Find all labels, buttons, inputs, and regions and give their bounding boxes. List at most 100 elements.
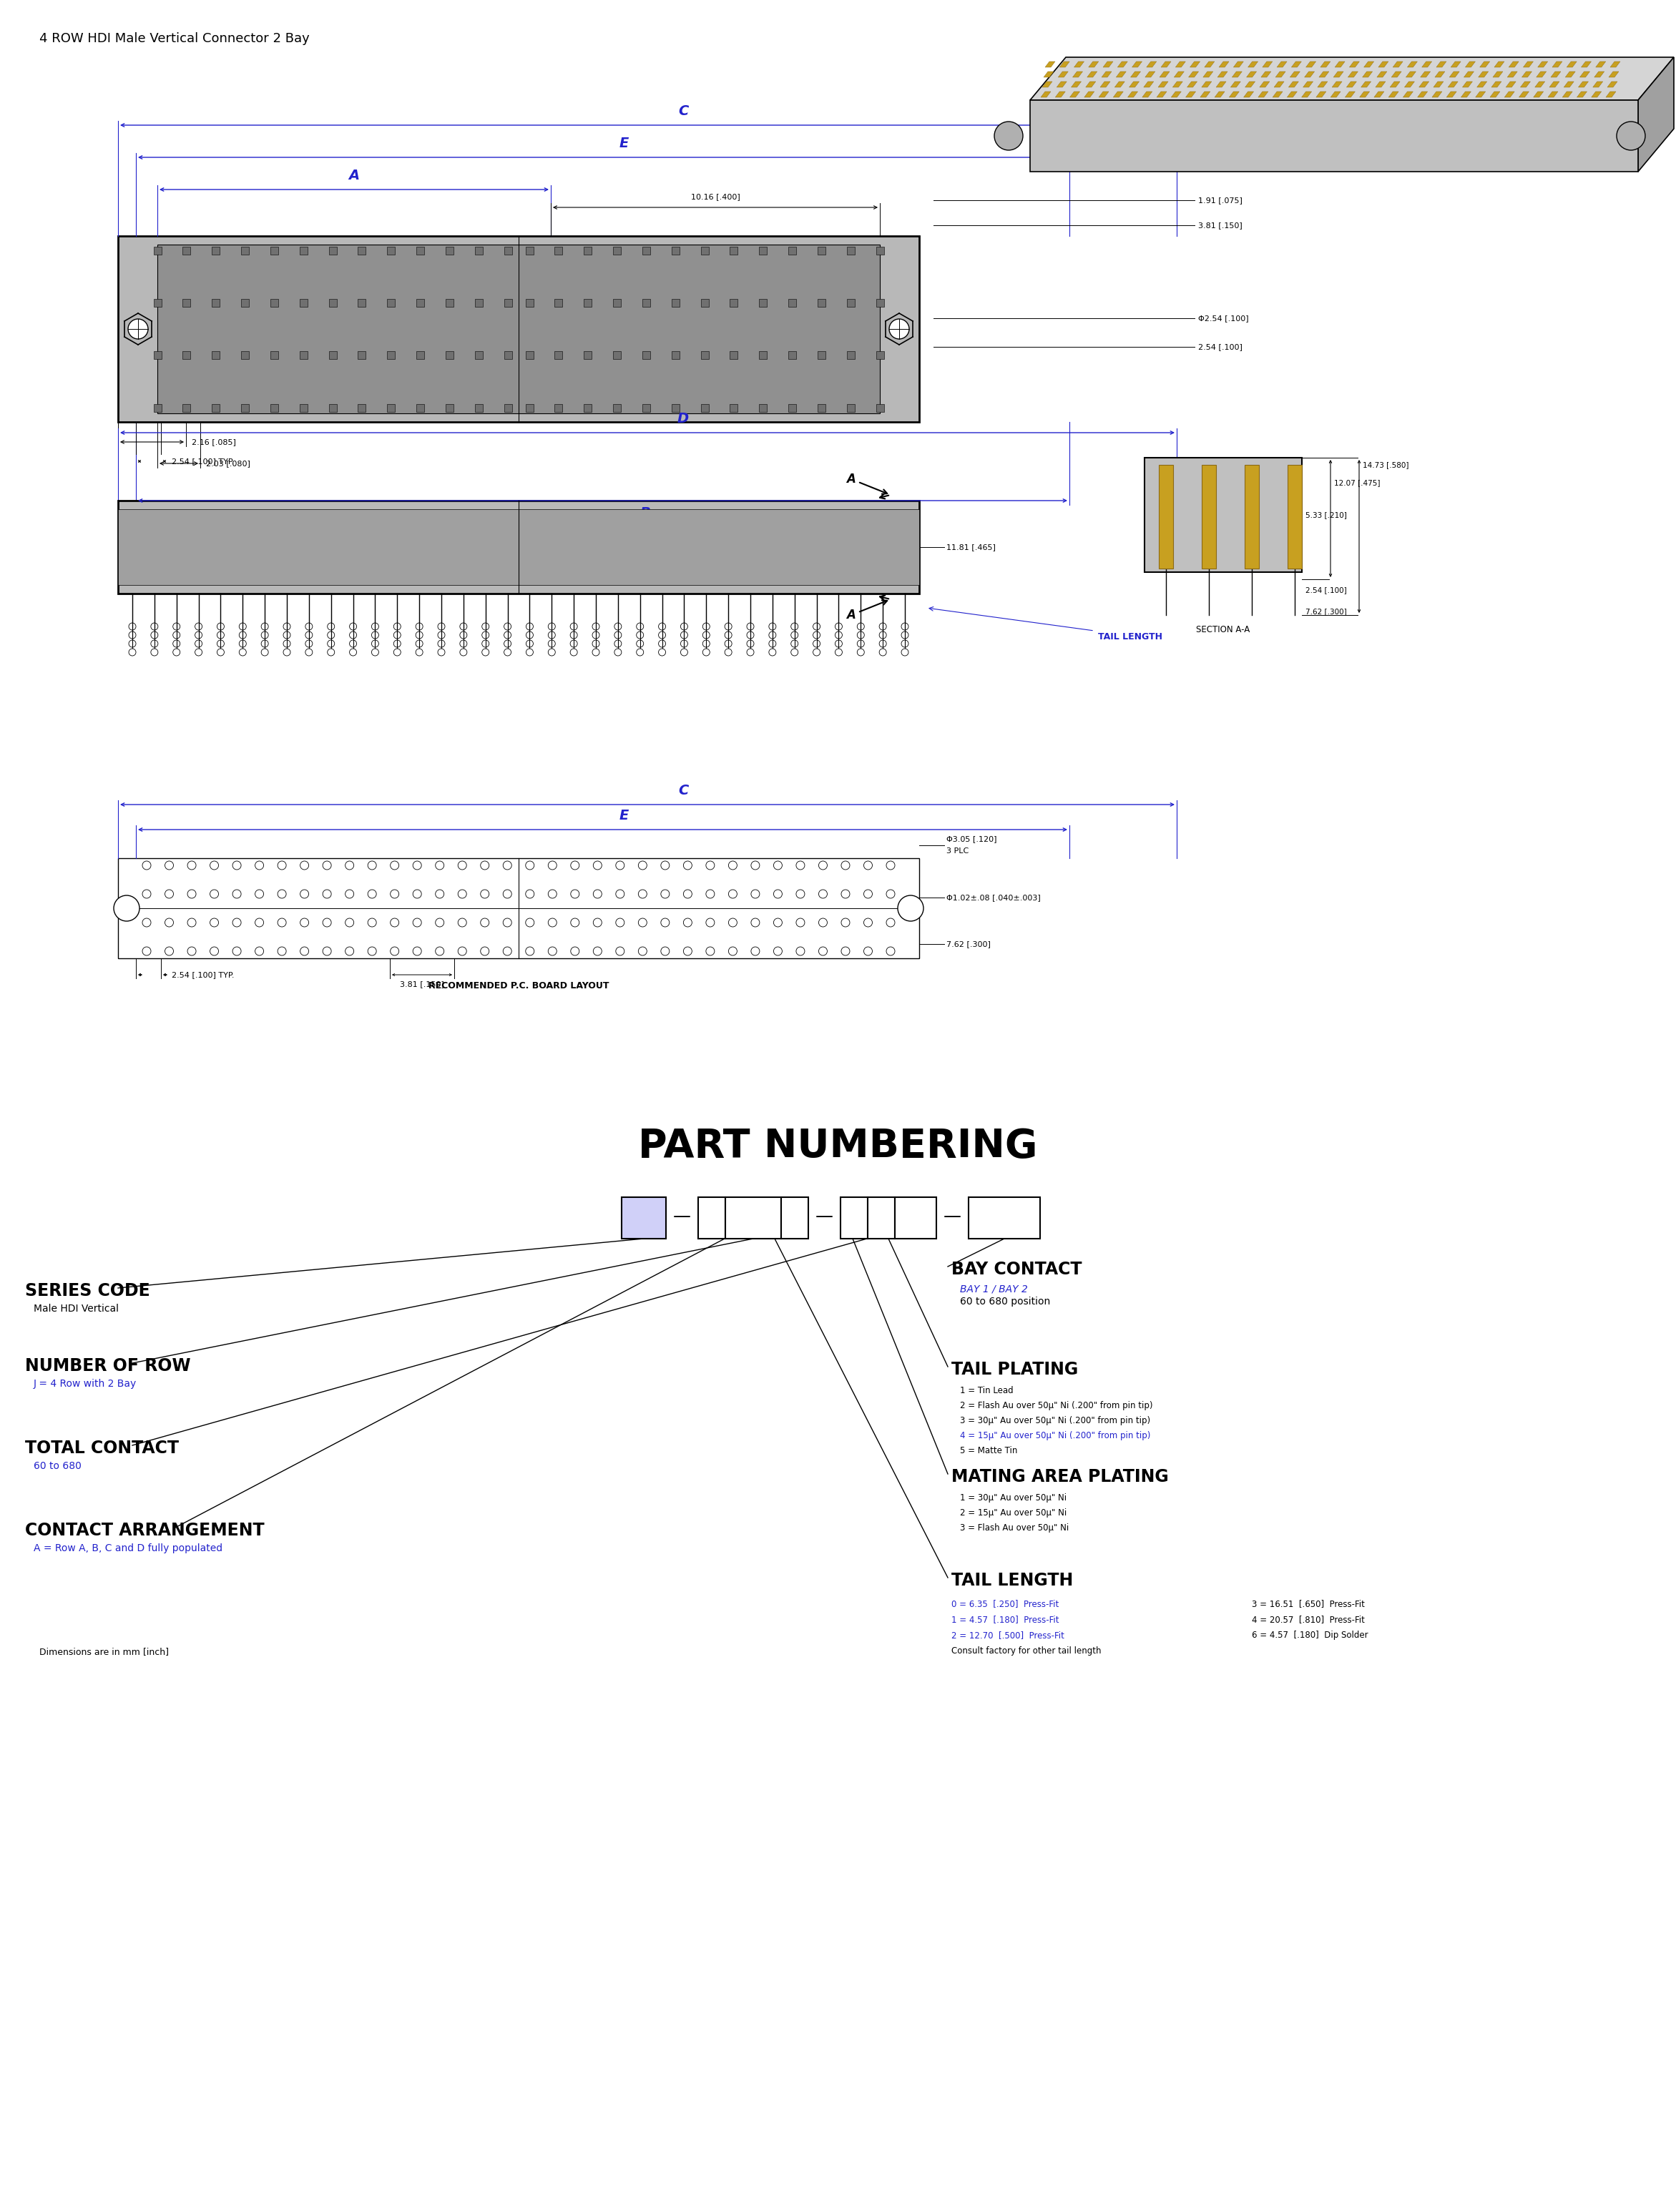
Text: 10.16 [.400]: 10.16 [.400] (691, 192, 739, 201)
Polygon shape (1389, 82, 1399, 86)
Bar (781, 1197, 808, 1239)
Polygon shape (1203, 71, 1213, 77)
Bar (300, 299, 307, 307)
Circle shape (751, 918, 759, 927)
Circle shape (774, 860, 783, 869)
Bar (583, 405, 592, 411)
Bar (359, 352, 365, 358)
Circle shape (887, 860, 895, 869)
Circle shape (210, 889, 218, 898)
Circle shape (639, 860, 647, 869)
Polygon shape (1348, 71, 1358, 77)
Circle shape (729, 947, 737, 956)
Text: Φ1.02±.08 [.040±.003]: Φ1.02±.08 [.040±.003] (947, 894, 1041, 900)
Text: 1 = 4.57  [.180]  Press-Fit: 1 = 4.57 [.180] Press-Fit (952, 1615, 1059, 1624)
Circle shape (278, 889, 287, 898)
Polygon shape (1143, 82, 1153, 86)
Polygon shape (1074, 62, 1084, 66)
Circle shape (863, 889, 872, 898)
Text: E: E (620, 137, 628, 150)
Bar (525, 405, 533, 411)
Text: 60 to 680: 60 to 680 (34, 1462, 82, 1471)
Polygon shape (1113, 91, 1123, 97)
Polygon shape (1376, 82, 1386, 86)
Circle shape (458, 889, 466, 898)
Text: SECTION A-A: SECTION A-A (1197, 624, 1250, 635)
Circle shape (458, 918, 466, 927)
Polygon shape (1378, 71, 1388, 77)
Bar (1145, 458, 1302, 573)
Circle shape (729, 918, 737, 927)
Bar (583, 246, 592, 254)
Polygon shape (1534, 91, 1544, 97)
Circle shape (818, 860, 828, 869)
Circle shape (164, 947, 174, 956)
Bar (504, 246, 511, 254)
Circle shape (481, 889, 489, 898)
Circle shape (142, 947, 151, 956)
Text: Male HDI Vertical: Male HDI Vertical (34, 1303, 119, 1314)
Bar (416, 405, 424, 411)
Bar (183, 299, 191, 307)
Text: 2.54 [.100] TYP.: 2.54 [.100] TYP. (171, 971, 235, 978)
Circle shape (367, 889, 377, 898)
Bar (672, 246, 679, 254)
Polygon shape (1143, 91, 1151, 97)
Polygon shape (1073, 71, 1083, 77)
Polygon shape (1044, 71, 1054, 77)
Circle shape (660, 860, 669, 869)
Bar (759, 299, 768, 307)
Circle shape (526, 947, 535, 956)
Circle shape (863, 947, 872, 956)
Polygon shape (1101, 71, 1111, 77)
Polygon shape (1031, 58, 1674, 100)
Polygon shape (1552, 62, 1562, 66)
Circle shape (367, 860, 377, 869)
Polygon shape (1218, 62, 1229, 66)
Polygon shape (1562, 91, 1572, 97)
Bar (270, 352, 278, 358)
Text: Dimensions are in mm [inch]: Dimensions are in mm [inch] (39, 1648, 169, 1657)
Text: MATING AREA PLATING: MATING AREA PLATING (952, 1469, 1168, 1486)
Text: TAIL LENGTH: TAIL LENGTH (1098, 633, 1163, 641)
Bar (699, 1197, 726, 1239)
Bar (211, 352, 220, 358)
Circle shape (255, 918, 263, 927)
Text: 2 = Flash Au over 50μ" Ni (.200" from pin tip): 2 = Flash Au over 50μ" Ni (.200" from pi… (960, 1400, 1153, 1411)
Bar (154, 299, 161, 307)
Circle shape (548, 918, 556, 927)
Polygon shape (1607, 82, 1617, 86)
Circle shape (188, 947, 196, 956)
Polygon shape (1346, 82, 1356, 86)
Bar (642, 246, 650, 254)
Circle shape (436, 947, 444, 956)
Polygon shape (1505, 91, 1515, 97)
Bar (583, 352, 592, 358)
Polygon shape (1131, 71, 1141, 77)
Polygon shape (1302, 82, 1312, 86)
Polygon shape (1205, 62, 1215, 66)
Bar (788, 352, 796, 358)
Polygon shape (1287, 91, 1297, 97)
Polygon shape (1463, 82, 1473, 86)
Circle shape (142, 918, 151, 927)
Polygon shape (1175, 62, 1185, 66)
Polygon shape (1319, 71, 1329, 77)
Bar (846, 299, 855, 307)
Bar (446, 246, 454, 254)
Circle shape (994, 122, 1022, 150)
Bar (359, 299, 365, 307)
Polygon shape (1173, 82, 1183, 86)
Circle shape (615, 918, 625, 927)
Circle shape (887, 918, 895, 927)
Polygon shape (1431, 91, 1441, 97)
Bar (672, 352, 679, 358)
Bar (241, 299, 250, 307)
Text: 4 ROW HDI Male Vertical Connector 2 Bay: 4 ROW HDI Male Vertical Connector 2 Bay (39, 33, 310, 44)
Polygon shape (1592, 91, 1602, 97)
Bar (474, 405, 483, 411)
Polygon shape (1275, 71, 1285, 77)
Circle shape (503, 947, 511, 956)
Polygon shape (1161, 62, 1172, 66)
Circle shape (391, 889, 399, 898)
